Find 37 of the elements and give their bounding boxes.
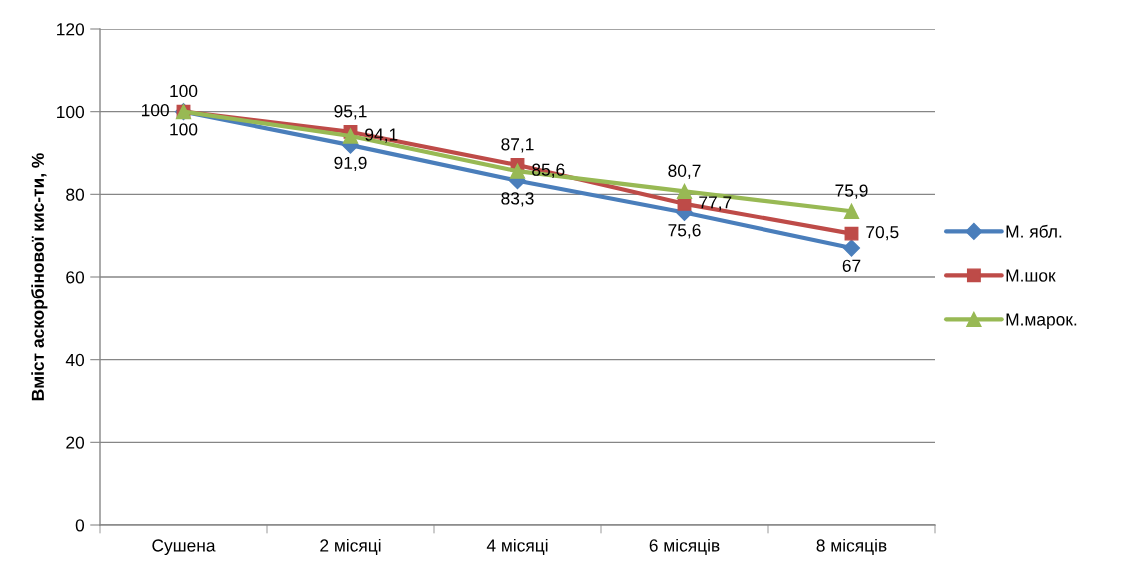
data-label: 95,1: [334, 105, 367, 120]
data-label: 80,7: [668, 164, 701, 179]
legend-label: М.марок.: [1006, 313, 1077, 330]
legend-label: М. ябл.: [1006, 224, 1062, 238]
legend-label: М.шок: [1006, 269, 1056, 282]
x-tick-label: 8 місяців: [816, 538, 887, 555]
y-tick-label: 100: [57, 105, 85, 119]
point: [843, 203, 860, 219]
x-tick-label: 6 місяців: [649, 538, 720, 555]
data-label: 100: [141, 104, 169, 117]
point: [342, 128, 359, 144]
x-tick-label: Сушена: [152, 539, 216, 556]
data-label: 75,9: [835, 184, 868, 199]
point: [509, 163, 526, 179]
data-label: 91,9: [334, 156, 367, 172]
point: [676, 183, 693, 200]
point: [844, 226, 859, 241]
x-tick-label: 4 місяці: [486, 538, 548, 555]
y-tick-label: 120: [57, 23, 85, 36]
y-axis-title: Вміст аскорбінової кис-ти, %: [31, 153, 48, 401]
data-label: 94,1: [365, 128, 398, 143]
x-tick-label: 2 місяці: [320, 538, 381, 555]
y-tick-label: 60: [66, 271, 85, 284]
point: [842, 239, 861, 257]
y-tick-label: 80: [66, 188, 85, 201]
data-label: 77,7: [699, 196, 732, 211]
y-tick-label: 20: [66, 436, 85, 449]
y-tick-label: 0: [75, 519, 85, 532]
y-tick-label: 40: [65, 353, 85, 367]
data-label: 67: [842, 259, 861, 272]
data-label: 83,3: [501, 192, 534, 207]
data-label: 100: [170, 123, 198, 136]
data-label: 70,5: [866, 225, 899, 241]
data-label: 87,1: [501, 138, 534, 153]
data-label: 100: [170, 84, 198, 98]
data-label: 75,6: [668, 224, 701, 239]
data-label: 85,6: [532, 163, 565, 178]
